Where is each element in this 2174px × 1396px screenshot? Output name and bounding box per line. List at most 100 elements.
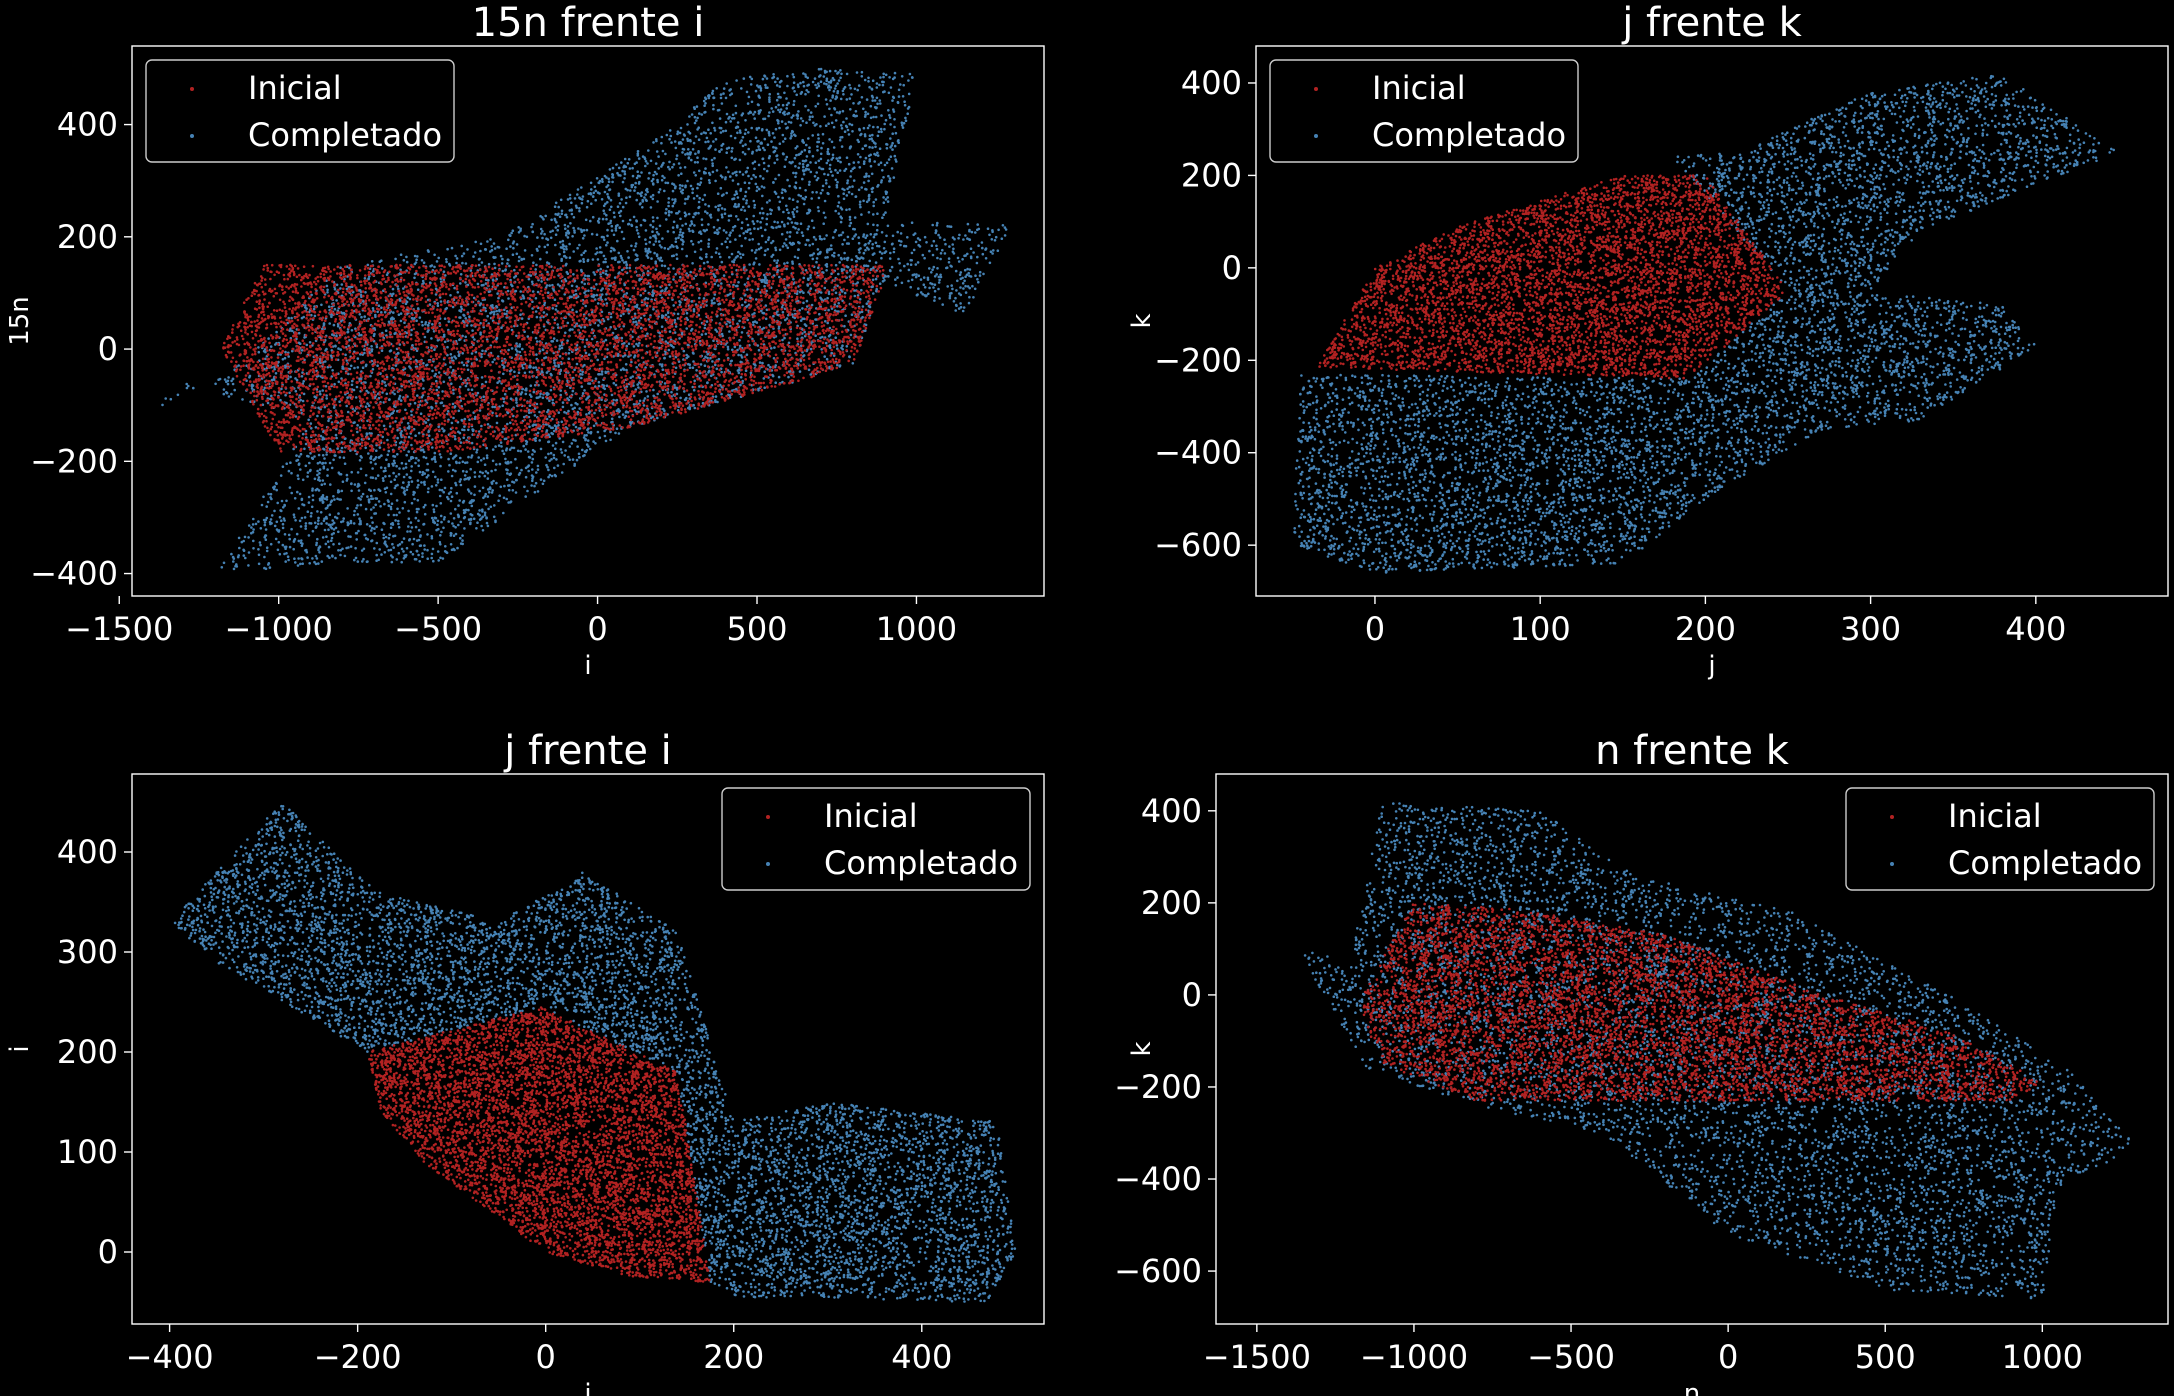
data-point [487, 290, 491, 294]
data-point [635, 219, 638, 222]
data-point [316, 510, 319, 513]
data-point [462, 252, 466, 255]
data-point [507, 297, 510, 300]
data-point [963, 268, 967, 272]
data-point [494, 468, 497, 472]
data-point [838, 138, 842, 142]
data-point [749, 371, 753, 375]
data-point [740, 221, 744, 224]
data-point [515, 398, 518, 402]
data-point [293, 497, 297, 500]
data-point [550, 474, 554, 478]
data-point [879, 127, 883, 131]
data-point [644, 238, 647, 241]
data-point [632, 320, 635, 324]
data-point [375, 559, 378, 562]
data-point [585, 205, 589, 209]
data-point [872, 115, 875, 119]
data-point [693, 115, 697, 119]
data-point [244, 556, 247, 560]
data-point [672, 220, 676, 224]
data-point [709, 144, 712, 148]
data-point [431, 503, 435, 507]
data-point [637, 235, 641, 239]
data-point [511, 229, 515, 232]
data-point [327, 419, 330, 423]
data-point [938, 278, 941, 282]
data-point [589, 219, 592, 223]
data-point [276, 501, 280, 505]
data-point [285, 499, 288, 503]
data-point [632, 248, 636, 252]
data-point [860, 96, 864, 99]
data-point [517, 226, 520, 229]
data-point [332, 528, 336, 531]
data-point [826, 255, 829, 259]
data-point [331, 555, 334, 558]
data-point [888, 76, 891, 79]
data-point [583, 274, 587, 277]
data-point [651, 177, 655, 181]
data-point [267, 337, 270, 340]
data-point [609, 249, 613, 253]
data-point [825, 265, 829, 268]
data-point [792, 99, 796, 103]
data-point [503, 392, 507, 396]
data-point [794, 175, 797, 179]
data-point [438, 494, 442, 498]
data-point [436, 302, 440, 305]
data-point [646, 332, 649, 336]
data-point [921, 253, 925, 257]
data-point [387, 500, 390, 503]
data-point [374, 456, 378, 459]
data-point [954, 309, 957, 312]
data-point [741, 173, 745, 176]
data-point [463, 417, 467, 421]
data-point [860, 186, 863, 189]
data-point [686, 197, 689, 201]
data-point [615, 163, 618, 166]
data-point [379, 466, 383, 469]
data-point [802, 173, 806, 176]
data-point [988, 261, 992, 265]
data-point [337, 512, 340, 515]
data-point [316, 537, 319, 541]
data-point [643, 397, 647, 400]
data-point [867, 76, 870, 80]
data-point [823, 115, 826, 118]
data-point [558, 215, 562, 218]
data-point [369, 461, 373, 464]
data-point [587, 445, 590, 448]
data-point [698, 196, 701, 200]
data-point [887, 174, 890, 178]
data-point [330, 466, 334, 470]
data-point [900, 240, 903, 243]
data-point [525, 442, 528, 446]
data-point [667, 210, 671, 213]
data-point [422, 523, 425, 526]
data-point [321, 536, 325, 539]
data-point [868, 85, 871, 89]
data-point [320, 483, 324, 487]
data-point [363, 533, 367, 537]
data-point [758, 361, 762, 364]
data-point [882, 213, 886, 216]
data-point [893, 154, 897, 158]
data-point [437, 371, 441, 374]
data-point [866, 222, 870, 226]
data-point [675, 157, 678, 161]
data-point [808, 146, 811, 149]
data-point [328, 523, 332, 527]
data-point [347, 546, 350, 549]
data-point [849, 145, 853, 148]
data-point [340, 283, 344, 286]
data-point [370, 260, 374, 263]
data-point [769, 365, 772, 369]
data-point [699, 363, 703, 366]
data-point [661, 368, 665, 372]
data-point [486, 314, 490, 318]
data-point [631, 183, 635, 187]
data-point [634, 186, 637, 189]
data-point [632, 394, 636, 398]
